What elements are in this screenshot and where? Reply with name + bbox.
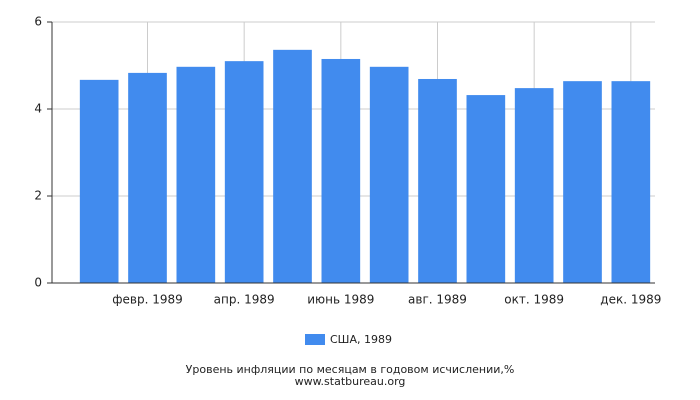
bar bbox=[273, 49, 312, 284]
bar bbox=[176, 66, 216, 284]
bar bbox=[611, 81, 651, 283]
x-tick-label: авг. 1989 bbox=[408, 293, 467, 307]
legend-swatch bbox=[305, 334, 325, 345]
bar bbox=[369, 66, 409, 284]
y-tick-label: 6 bbox=[34, 15, 42, 29]
y-tick-label: 0 bbox=[34, 276, 42, 290]
y-tick-label: 4 bbox=[34, 102, 42, 116]
legend-label: США, 1989 bbox=[330, 333, 392, 346]
x-tick-label: июнь 1989 bbox=[307, 293, 374, 307]
chart-title: Уровень инфляции по месяцам в годовом ис… bbox=[186, 363, 515, 376]
bar bbox=[514, 88, 554, 284]
bar bbox=[79, 79, 119, 283]
bar bbox=[224, 61, 264, 284]
bar bbox=[418, 78, 457, 283]
bar bbox=[128, 72, 167, 284]
x-tick-label: февр. 1989 bbox=[112, 293, 183, 307]
bar bbox=[321, 58, 361, 283]
x-tick-label: окт. 1989 bbox=[504, 293, 564, 307]
x-tick-label: апр. 1989 bbox=[214, 293, 275, 307]
bar bbox=[466, 95, 506, 283]
y-tick-label: 2 bbox=[34, 189, 42, 203]
x-tick-label: дек. 1989 bbox=[600, 293, 661, 307]
chart-subtitle: www.statbureau.org bbox=[295, 375, 406, 388]
bar bbox=[563, 81, 602, 283]
